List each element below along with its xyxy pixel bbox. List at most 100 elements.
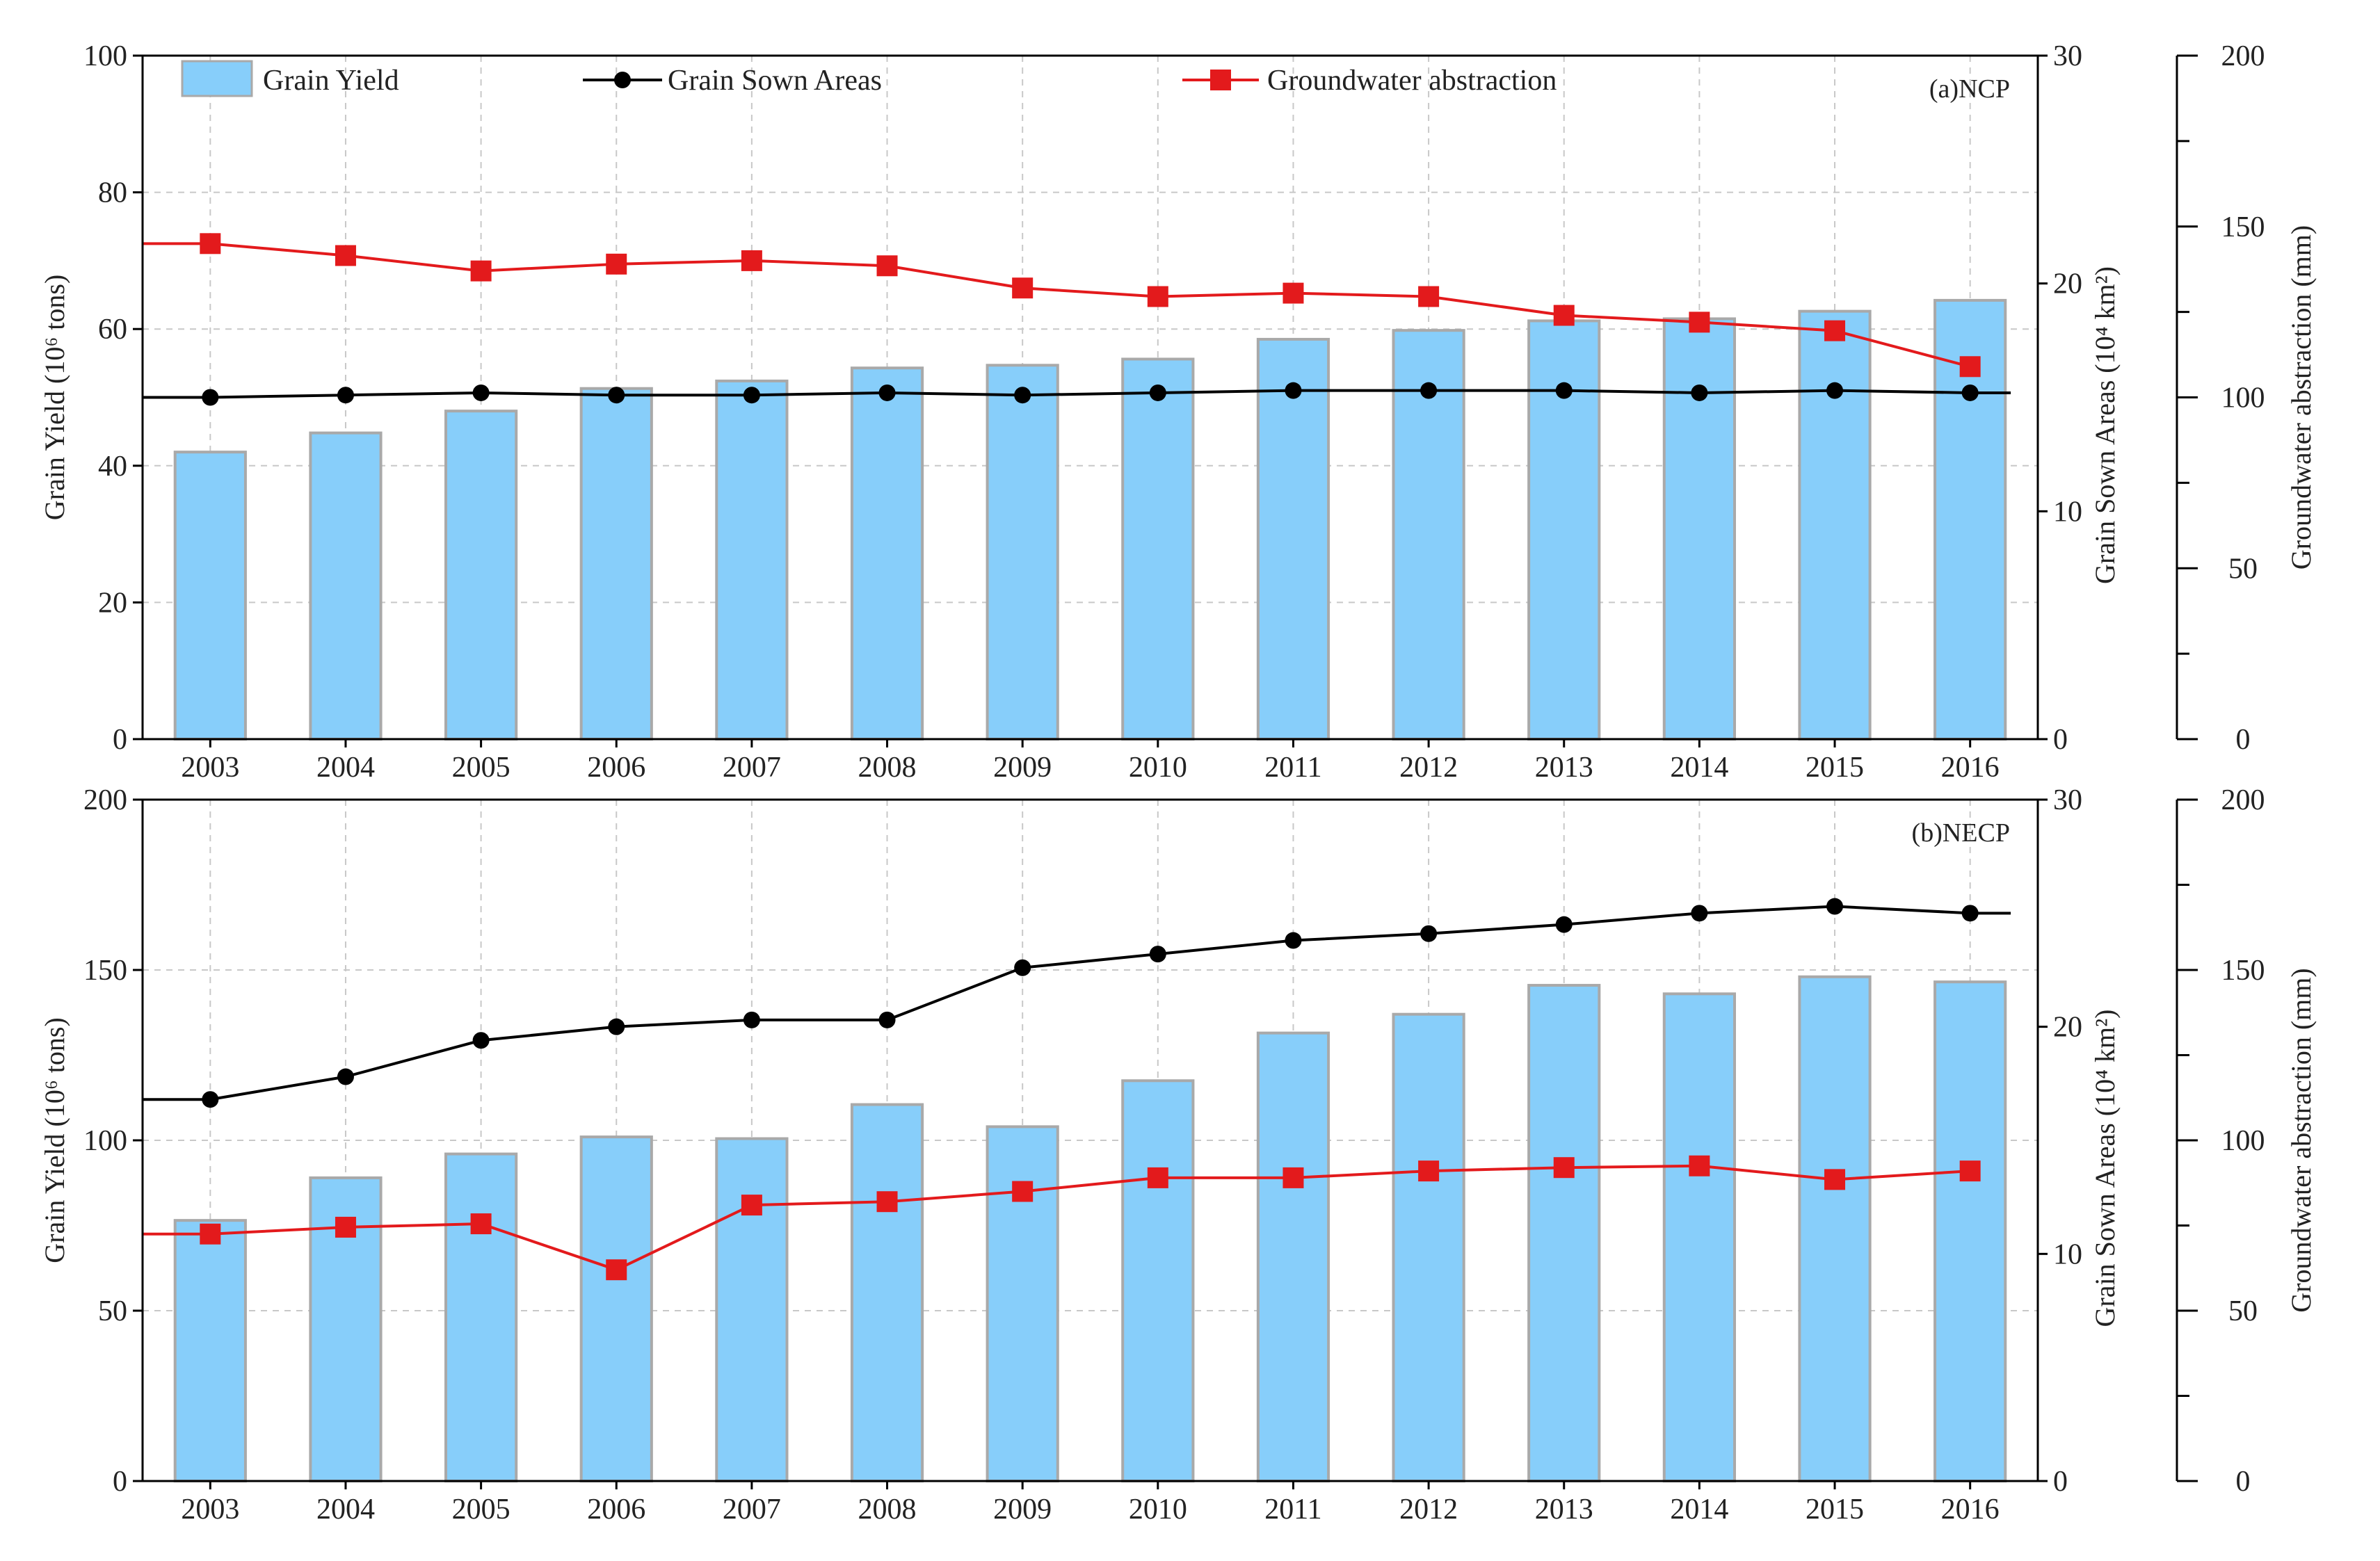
plot-frame xyxy=(141,54,2039,741)
y-tick-label-left: 50 xyxy=(98,1295,127,1327)
x-tick-label: 2016 xyxy=(1941,752,2000,784)
y-tick-label-right-1: 10 xyxy=(2053,1238,2082,1270)
y-axis-right-2: 0 50 100 150 200 Groundwater abstraction (mm) xyxy=(2176,40,2317,756)
bar xyxy=(173,451,247,741)
sown-area-point xyxy=(1149,946,1166,963)
groundwater-point xyxy=(1959,356,1981,378)
grid xyxy=(143,800,2038,1481)
groundwater-point xyxy=(741,1195,762,1216)
groundwater-point xyxy=(1012,277,1034,299)
y-axis-left: 0 50 100 150 200 Grain Yield (10⁶ tons) xyxy=(39,784,143,1498)
chart-panel-2: 0 50 100 150 200 Grain Yield (10⁶ tons) 0 10 20 3… xyxy=(39,784,2317,1526)
sown-area-point xyxy=(1826,898,1844,915)
bar-series xyxy=(173,975,2007,1483)
bar xyxy=(986,1125,1059,1483)
y-axis-right-1: 0 10 20 30 Grain Sown Areas (10⁴ km²) xyxy=(2038,784,2121,1498)
groundwater-series xyxy=(143,1155,1981,1281)
sown-area-point xyxy=(1691,384,1708,401)
bar xyxy=(1121,1079,1195,1482)
y-tick-label-right-1: 0 xyxy=(2053,724,2068,756)
y-tick-label-right-2: 150 xyxy=(2221,955,2265,987)
bar xyxy=(173,1219,247,1483)
y-tick-label-right-1: 30 xyxy=(2053,784,2082,816)
bar xyxy=(1798,309,1872,741)
sown-area-point xyxy=(472,384,490,401)
bar xyxy=(444,1152,518,1482)
groundwater-point xyxy=(741,250,762,271)
bar xyxy=(1933,980,2007,1482)
y-tick-label-left: 150 xyxy=(83,955,127,987)
x-tick-label: 2013 xyxy=(1535,752,1593,784)
x-tick-label: 2008 xyxy=(858,1494,917,1526)
legend-swatch-square xyxy=(1210,70,1231,90)
x-tick-label: 2005 xyxy=(452,752,510,784)
bar xyxy=(1256,337,1330,741)
sown-area-point xyxy=(1014,959,1031,976)
bar xyxy=(1527,984,1601,1483)
sown-area-point xyxy=(1285,382,1302,399)
sown-area-point xyxy=(1285,932,1302,949)
x-tick-label: 2003 xyxy=(181,1494,239,1526)
y-tick-label-right-1: 20 xyxy=(2053,268,2082,300)
groundwater-point xyxy=(1553,305,1575,326)
sown-area-point xyxy=(1014,387,1031,404)
y-axis-title-right-2: Groundwater abstraction (mm) xyxy=(2285,225,2317,569)
sown-area-point xyxy=(472,1032,490,1049)
y-axis-right-2: 0 50 100 150 200 Groundwater abstraction (mm) xyxy=(2176,784,2317,1498)
y-tick-label-left: 60 xyxy=(98,314,127,346)
x-tick-label: 2011 xyxy=(1264,1494,1321,1526)
sown-area-point xyxy=(743,387,760,404)
y-tick-label-right-2: 100 xyxy=(2221,1125,2265,1157)
x-tick-label: 2016 xyxy=(1941,1494,2000,1526)
x-tick-label: 2009 xyxy=(993,752,1052,784)
x-tick-label: 2015 xyxy=(1806,1494,1864,1526)
y-tick-label-left: 40 xyxy=(98,451,127,483)
y-axis-title-right-1: Grain Sown Areas (10⁴ km²) xyxy=(2089,1010,2121,1327)
groundwater-point xyxy=(1689,312,1710,333)
y-tick-label-right-1: 20 xyxy=(2053,1012,2082,1044)
legend-label: Grain Sown Areas xyxy=(668,65,882,97)
bar xyxy=(444,410,518,741)
groundwater-point xyxy=(1824,320,1846,341)
groundwater-point xyxy=(606,253,627,275)
x-tick-label: 2010 xyxy=(1129,752,1187,784)
sown-area-point xyxy=(1691,905,1708,922)
x-tick-label: 2013 xyxy=(1535,1494,1593,1526)
groundwater-point xyxy=(1418,1160,1440,1182)
legend-label: Groundwater abstraction xyxy=(1267,65,1557,97)
sown-area-line xyxy=(143,905,2011,1101)
sown-area-point xyxy=(1961,905,1979,922)
sown-area-point xyxy=(1149,384,1166,401)
y-axis-title-left: Grain Yield (10⁶ tons) xyxy=(39,275,70,521)
x-tick-label: 2006 xyxy=(587,752,645,784)
legend-swatch-bar xyxy=(181,60,253,97)
sown-area-point xyxy=(202,389,219,406)
bar xyxy=(579,1135,653,1482)
groundwater-point xyxy=(335,245,356,266)
bar xyxy=(715,1137,789,1483)
x-axis: 2003 2004 2005 2006 2007 2008 2009 2010 2011 2012… xyxy=(181,1481,2000,1526)
groundwater-point xyxy=(1283,1167,1304,1188)
legend-label: Grain Yield xyxy=(263,65,399,97)
sown-area-point xyxy=(337,1068,354,1085)
x-tick-label: 2012 xyxy=(1399,1494,1458,1526)
y-tick-label-right-2: 50 xyxy=(2228,1295,2258,1327)
y-tick-label-right-2: 200 xyxy=(2221,784,2265,816)
groundwater-point xyxy=(1147,286,1168,307)
y-tick-label-left: 100 xyxy=(83,40,127,72)
x-tick-label: 2014 xyxy=(1670,1494,1728,1526)
bar xyxy=(715,379,789,741)
y-tick-label-right-1: 30 xyxy=(2053,40,2082,72)
sown-area-series xyxy=(143,382,2011,406)
x-tick-label: 2007 xyxy=(723,752,781,784)
y-tick-label-left: 0 xyxy=(113,724,127,756)
x-tick-label: 2009 xyxy=(993,1494,1052,1526)
bar xyxy=(579,387,653,741)
y-tick-label-right-2: 50 xyxy=(2228,553,2258,585)
sown-area-line xyxy=(143,389,2011,399)
groundwater-point xyxy=(1283,282,1304,304)
bar xyxy=(1121,357,1195,741)
legend-swatch-circle xyxy=(614,72,631,88)
bar-series xyxy=(173,298,2007,741)
